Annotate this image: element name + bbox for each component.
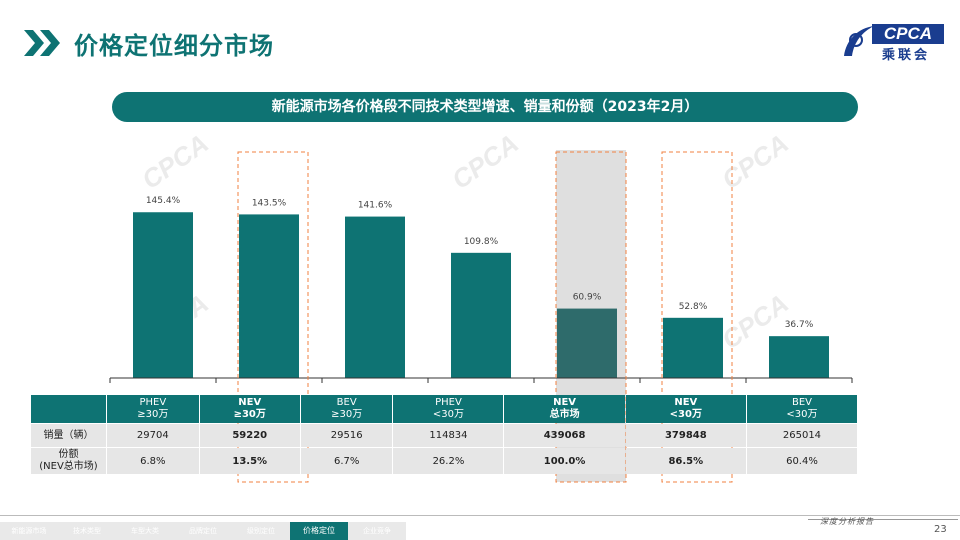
column-header-line: BEV	[791, 397, 812, 408]
table-cell: 29516	[300, 424, 393, 447]
column-header-line: ≥30万	[331, 409, 363, 420]
table-cell: 100.0%	[504, 448, 625, 474]
footer-nav: 新能源市场 技术类型 车型大类 品牌定位 级别定位 价格定位 企业竞争	[0, 522, 406, 540]
table-cell: 6.7%	[300, 448, 393, 474]
table-cell: 86.5%	[625, 448, 746, 474]
bar-value-label: 141.6%	[358, 201, 393, 211]
column-header-line: PHEV	[139, 397, 167, 408]
watermark-text: CPCA	[446, 128, 524, 195]
footer-nav-item[interactable]: 级别定位	[232, 522, 290, 540]
cpca-logo: CPCA 乘联会	[836, 20, 946, 63]
bar	[557, 308, 617, 378]
bar	[239, 214, 299, 378]
highlight-dashed-box	[661, 151, 733, 483]
table-cell: 265014	[746, 424, 857, 447]
page-number: 23	[934, 524, 947, 535]
bar-value-label: 52.8%	[679, 302, 708, 312]
column-header-line: NEV	[674, 397, 698, 408]
chart-banner: 新能源市场各价格段不同技术类型增速、销量和份额（2023年2月）	[112, 92, 858, 122]
column-header-line: BEV	[336, 397, 357, 408]
table-column-header: NEV 总市场	[504, 395, 625, 423]
bar	[769, 336, 829, 378]
table-row: 份额 (NEV总市场) 6.8% 13.5% 6.7% 26.2% 100.0% 86.5% 6…	[31, 448, 857, 474]
table-column-header: PHEV ≥30万	[107, 395, 199, 423]
bar	[133, 212, 193, 378]
column-header-line: ≥30万	[137, 409, 169, 420]
column-header-line: 总市场	[549, 409, 580, 420]
logo-text: CPCA	[872, 24, 944, 44]
double-chevron-icon	[24, 30, 60, 56]
table-corner	[31, 395, 106, 423]
footer-divider	[0, 515, 960, 516]
column-header-line: <30万	[432, 409, 465, 420]
table-cell: 6.8%	[107, 448, 199, 474]
table-column-header: BEV <30万	[746, 395, 857, 423]
table-cell: 13.5%	[199, 448, 300, 474]
footer-nav-item[interactable]: 企业竞争	[348, 522, 406, 540]
table-cell: 439068	[504, 424, 625, 447]
table-row: 销量（辆） 29704 59220 29516 114834 439068 379848 26…	[31, 424, 857, 447]
footer-nav-item[interactable]: 新能源市场	[0, 522, 58, 540]
table-column-header: NEV ≥30万	[199, 395, 300, 423]
footer-nav-item[interactable]: 车型大类	[116, 522, 174, 540]
table-column-header: NEV <30万	[625, 395, 746, 423]
bar	[451, 252, 511, 378]
table-cell: 26.2%	[393, 448, 504, 474]
bar	[663, 317, 723, 378]
bar-value-label: 109.8%	[464, 237, 499, 247]
column-header-line: ≥30万	[233, 409, 266, 420]
table-header-row: PHEV ≥30万 NEV ≥30万 BEV ≥30万 PHEV <30万 NEV 总市场 NEV <…	[31, 395, 857, 423]
row-label-line: (NEV总市场)	[39, 461, 98, 472]
table-cell: 59220	[199, 424, 300, 447]
footer-caption: 深度分析报告	[820, 517, 874, 526]
table-column-header: BEV ≥30万	[300, 395, 393, 423]
row-label-line: 份额	[58, 449, 79, 460]
highlight-dashed-box	[237, 151, 309, 483]
logo-swoosh-icon	[844, 26, 874, 56]
table-column-header: PHEV <30万	[393, 395, 504, 423]
bar	[345, 216, 405, 378]
column-header-line: PHEV	[435, 397, 462, 408]
watermark-text: CPCA	[716, 128, 794, 195]
table-cell: 114834	[393, 424, 504, 447]
logo-cn-text: 乘联会	[882, 48, 931, 63]
footer-nav-item[interactable]: 技术类型	[58, 522, 116, 540]
footer-rule	[808, 519, 958, 520]
watermark-text: CPCA	[136, 128, 214, 195]
column-header-line: <30万	[786, 409, 818, 420]
table-cell: 29704	[107, 424, 199, 447]
page-title: 价格定位细分市场	[74, 32, 274, 60]
row-label: 销量（辆）	[31, 424, 106, 447]
data-table: PHEV ≥30万 NEV ≥30万 BEV ≥30万 PHEV <30万 NEV 总市场 NEV <…	[30, 394, 858, 475]
row-label: 份额 (NEV总市场)	[31, 448, 106, 474]
column-header-line: <30万	[669, 409, 702, 420]
bar-value-label: 36.7%	[785, 320, 814, 330]
table-cell: 60.4%	[746, 448, 857, 474]
bar-value-label: 145.4%	[146, 196, 181, 206]
bar-value-label: 60.9%	[573, 293, 602, 303]
column-header-line: NEV	[238, 397, 262, 408]
column-header-line: NEV	[553, 397, 577, 408]
bar-value-label: 143.5%	[252, 198, 287, 208]
footer-nav-item[interactable]: 品牌定位	[174, 522, 232, 540]
table-cell: 379848	[625, 424, 746, 447]
footer-nav-item[interactable]: 价格定位	[290, 522, 348, 540]
highlight-dashed-box	[555, 151, 627, 483]
